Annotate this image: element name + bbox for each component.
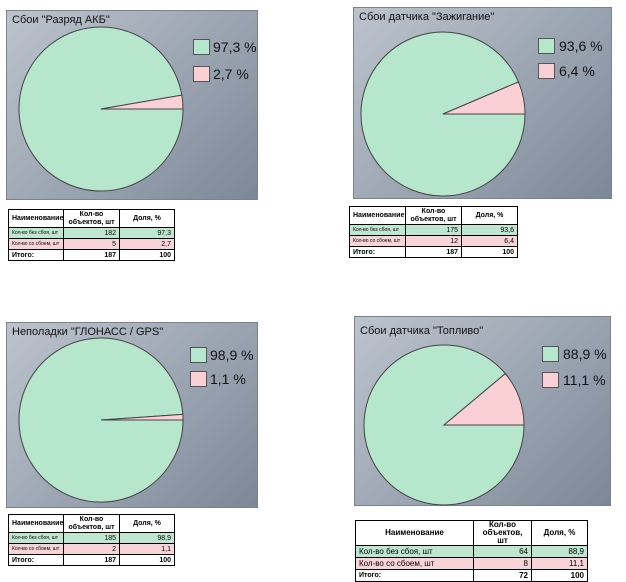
legend-label-fail: 6,4 % [559,63,595,79]
legend-swatch-fail [193,66,210,82]
legend-label-fail: 1,1 % [210,371,246,387]
legend-label-fail: 11,1 % [563,372,606,388]
legend-label-ok: 97,3 % [213,39,257,55]
legend-swatch-ok [193,39,210,55]
header-count: Кол-во объектов, шт [473,520,532,546]
legend-label-ok: 98,9 % [210,347,254,363]
row-share: 11,1 [531,557,588,570]
pie-chart [18,337,184,503]
header-name: Наименование [355,520,474,546]
header-name: Наименование [349,206,406,225]
row-count: 64 [473,545,532,558]
table-total-row: Итого: 187 100 [8,249,175,261]
row-share: 1,1 [119,543,175,555]
header-share: Доля, % [119,514,175,533]
row-label: Кол-во со сбоем, шт [349,235,406,247]
table-row: Кол-во без сбоя, шт 185 98,9 [8,532,175,544]
row-share: 98,9 [119,532,175,544]
pie-slice-fail [100,413,184,421]
table-row: Кол-во со сбоем, шт 5 2,7 [8,238,175,250]
row-label: Кол-во без сбоя, шт [8,532,64,544]
row-label: Кол-во со сбоем, шт [8,238,64,250]
total-share: 100 [531,569,588,582]
data-table-3: Наименование Кол-во объектов, шт Доля, %… [8,514,175,566]
pie-slice-fail [442,372,525,426]
legend-swatch-ok [542,346,559,362]
header-name: Наименование [8,209,64,228]
total-count: 187 [63,249,120,261]
chart-panel-4: Сбои датчика "Топливо" 88,9 % 11,1 % [354,316,611,506]
row-count: 12 [405,235,462,247]
table-row: Кол-во со сбоем, шт 2 1,1 [8,543,175,555]
row-share: 97,3 [119,227,175,239]
row-share: 88,9 [531,545,588,558]
pie-chart [18,26,184,192]
row-count: 8 [473,557,532,570]
chart-title: Сбои датчика "Топливо" [360,325,484,337]
chart-panel-1: Сбои "Разряд АКБ" 97,3 % 2,7 % [6,10,258,200]
pie-chart [363,344,525,506]
row-count: 182 [63,227,120,239]
total-label: Итого: [8,554,64,566]
table-row: Кол-во со сбоем, шт 8 11,1 [355,557,588,570]
legend-swatch-fail [542,372,559,388]
table-total-row: Итого: 187 100 [349,246,518,258]
legend-swatch-fail [190,371,207,387]
data-table-2: Наименование Кол-во объектов, шт Доля, %… [349,206,518,258]
total-label: Итого: [8,249,64,261]
row-share: 2,7 [119,238,175,250]
row-share: 6,4 [461,235,518,247]
row-label: Кол-во без сбоя, шт [8,227,64,239]
total-label: Итого: [355,569,474,582]
table-row: Кол-во со сбоем, шт 12 6,4 [349,235,518,247]
legend-label-ok: 93,6 % [559,38,603,54]
chart-title: Сбои "Разряд АКБ" [12,14,110,26]
row-count: 175 [405,224,462,236]
row-label: Кол-во без сбоя, шт [355,545,474,558]
row-count: 2 [63,543,120,555]
pie-chart [360,31,526,197]
total-count: 187 [405,246,462,258]
chart-panel-2: Сбои датчика "Зажигание" 93,6 % 6,4 % [353,7,612,199]
row-share: 93,6 [461,224,518,236]
header-share: Доля, % [531,520,588,546]
row-label: Кол-во без сбоя, шт [349,224,406,236]
pie-slice-fail [442,81,526,115]
legend-swatch-ok [538,38,555,54]
row-count: 185 [63,532,120,544]
header-count: Кол-во объектов, шт [405,206,462,225]
table-total-row: Итого: 72 100 [355,569,588,582]
header-share: Доля, % [461,206,518,225]
total-count: 72 [473,569,532,582]
row-label: Кол-во со сбоем, шт [355,557,474,570]
chart-title: Неполадки "ГЛОНАСС / GPS" [12,326,164,338]
header-name: Наименование [8,514,64,533]
total-share: 100 [119,554,175,566]
data-table-1: Наименование Кол-во объектов, шт Доля, %… [8,209,175,261]
total-share: 100 [119,249,175,261]
total-share: 100 [461,246,518,258]
header-count: Кол-во объектов, шт [63,209,120,228]
total-label: Итого: [349,246,406,258]
legend-swatch-fail [538,63,555,79]
chart-title: Сбои датчика "Зажигание" [359,11,495,23]
pie-slice-fail [100,94,184,110]
header-count: Кол-во объектов, шт [63,514,120,533]
legend-label-fail: 2,7 % [213,66,249,82]
row-count: 5 [63,238,120,250]
table-row: Кол-во без сбоя, шт 182 97,3 [8,227,175,239]
header-share: Доля, % [119,209,175,228]
data-table-4: Наименование Кол-во объектов, шт Доля, %… [355,520,588,582]
chart-panel-3: Неполадки "ГЛОНАСС / GPS" 98,9 % 1,1 % [6,322,258,508]
table-row: Кол-во без сбоя, шт 64 88,9 [355,545,588,558]
table-total-row: Итого: 187 100 [8,554,175,566]
row-label: Кол-во со сбоем, шт [8,543,64,555]
table-row: Кол-во без сбоя, шт 175 93,6 [349,224,518,236]
total-count: 187 [63,554,120,566]
legend-label-ok: 88,9 % [563,346,607,362]
legend-swatch-ok [190,347,207,363]
